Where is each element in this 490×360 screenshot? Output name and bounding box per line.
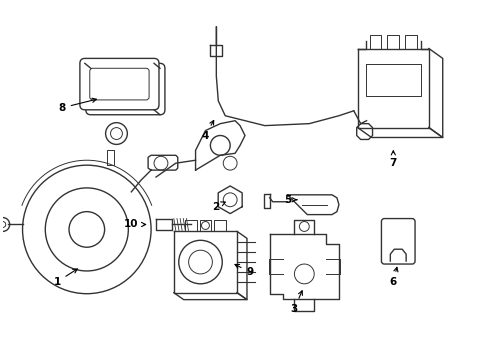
FancyBboxPatch shape: [80, 58, 159, 110]
Text: 6: 6: [390, 267, 398, 287]
FancyBboxPatch shape: [381, 219, 415, 264]
Text: 1: 1: [53, 269, 77, 287]
Circle shape: [106, 123, 127, 144]
Circle shape: [23, 165, 151, 294]
Circle shape: [179, 240, 222, 284]
Text: 5: 5: [284, 195, 297, 205]
Circle shape: [294, 264, 314, 284]
Text: 9: 9: [235, 265, 253, 277]
Text: 2: 2: [212, 202, 225, 212]
Text: 7: 7: [390, 151, 397, 168]
Text: 3: 3: [291, 291, 302, 314]
Circle shape: [299, 221, 309, 231]
Text: 10: 10: [124, 220, 146, 229]
Circle shape: [0, 217, 10, 231]
Text: 8: 8: [58, 98, 97, 113]
Circle shape: [223, 156, 237, 170]
Circle shape: [201, 221, 209, 229]
Circle shape: [210, 135, 230, 155]
Text: 4: 4: [202, 121, 214, 140]
Circle shape: [154, 156, 168, 170]
